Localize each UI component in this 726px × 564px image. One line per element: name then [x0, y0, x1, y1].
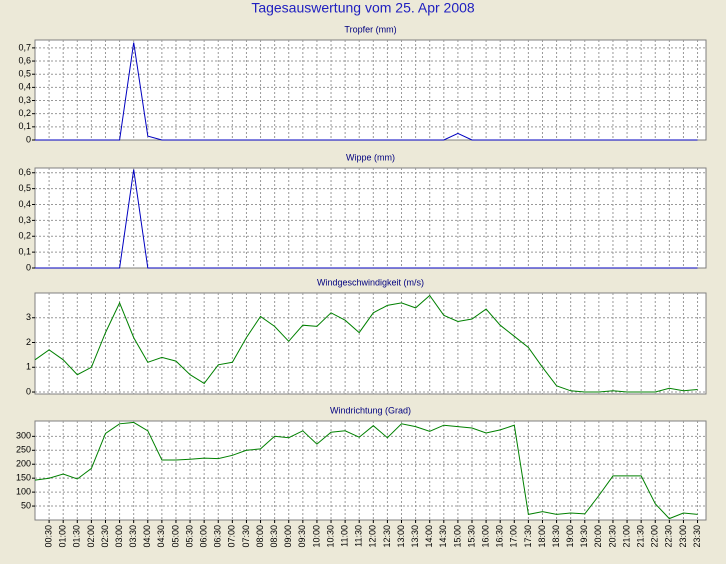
y-tick-label: 100	[16, 486, 31, 496]
y-tick-label: 1	[26, 362, 31, 372]
y-tick-label: 0	[26, 386, 31, 396]
y-tick-label: 0	[26, 262, 31, 272]
data-line	[35, 169, 698, 269]
y-tick-label: 3	[26, 312, 31, 322]
x-tick-label: 21:30	[636, 525, 646, 548]
x-tick-label: 08:30	[269, 525, 279, 548]
y-tick-label: 150	[16, 473, 31, 483]
y-tick-label: 0	[26, 134, 31, 144]
x-tick-label: 06:30	[213, 525, 223, 548]
x-tick-label: 04:30	[156, 525, 166, 548]
x-tick-label: 13:00	[396, 525, 406, 548]
x-tick-label: 16:30	[495, 525, 505, 548]
x-tick-label: 15:00	[452, 525, 462, 548]
x-tick-label: 03:30	[128, 525, 138, 548]
page-title: Tagesauswertung vom 25. Apr 2008	[251, 0, 475, 16]
x-tick-label: 20:30	[607, 525, 617, 548]
y-tick-label: 0,2	[18, 231, 31, 241]
y-tick-label: 300	[16, 431, 31, 441]
x-tick-label: 11:30	[354, 525, 364, 547]
x-tick-label: 15:30	[466, 525, 476, 548]
x-tick-label: 06:00	[199, 525, 209, 548]
x-tick-label: 20:00	[593, 525, 603, 548]
x-tick-label: 09:00	[283, 525, 293, 548]
x-tick-label: 16:00	[480, 525, 490, 548]
x-tick-label: 23:00	[678, 525, 688, 548]
y-tick-label: 0,5	[18, 183, 31, 193]
data-line	[35, 42, 698, 141]
y-tick-label: 0,3	[18, 215, 31, 225]
x-tick-label: 23:30	[692, 525, 702, 548]
y-tick-label: 0,3	[18, 95, 31, 105]
x-tick-label: 14:30	[438, 525, 448, 548]
x-tick-label: 17:30	[523, 525, 533, 548]
y-tick-label: 50	[21, 500, 31, 510]
y-tick-label: 200	[16, 459, 31, 469]
x-tick-label: 03:00	[114, 525, 124, 548]
x-tick-label: 19:30	[579, 525, 589, 548]
chart-title: Windgeschwindigkeit (m/s)	[317, 277, 424, 287]
x-tick-label: 18:30	[551, 525, 561, 548]
x-tick-label: 22:00	[650, 525, 660, 548]
chart-title: Windrichtung (Grad)	[330, 405, 411, 415]
x-tick-label: 08:00	[255, 525, 265, 548]
y-tick-label: 0,1	[18, 247, 31, 257]
data-line	[34, 421, 698, 520]
x-tick-label: 05:00	[170, 525, 180, 548]
x-tick-label: 02:00	[86, 525, 96, 548]
x-tick-label: 11:00	[340, 525, 350, 547]
y-tick-label: 0,5	[18, 69, 31, 79]
y-tick-label: 0,1	[18, 121, 31, 131]
plot-area	[34, 292, 707, 395]
x-tick-label: 17:00	[509, 525, 519, 548]
x-tick-label: 18:00	[537, 525, 547, 548]
y-tick-label: 2	[26, 337, 31, 347]
x-tick-label: 01:30	[72, 525, 82, 548]
x-tick-label: 19:00	[565, 525, 575, 548]
x-tick-label: 09:30	[297, 525, 307, 548]
y-tick-label: 0,6	[18, 55, 31, 65]
y-tick-label: 0,6	[18, 167, 31, 177]
plot-area	[34, 39, 707, 141]
x-tick-label: 14:00	[424, 525, 434, 548]
y-tick-label: 0,4	[18, 199, 31, 209]
plot-area	[34, 420, 707, 521]
x-tick-label: 04:00	[142, 525, 152, 548]
x-tick-label: 00:30	[43, 525, 53, 548]
x-tick-label: 12:30	[382, 525, 392, 548]
x-tick-label: 22:30	[664, 525, 674, 548]
x-tick-label: 10:30	[325, 525, 335, 548]
x-tick-label: 05:30	[184, 525, 194, 548]
y-tick-label: 0,7	[18, 42, 31, 52]
chart-title: Tropfer (mm)	[344, 24, 396, 34]
x-tick-label: 07:00	[227, 525, 237, 548]
x-tick-label: 01:00	[58, 525, 68, 548]
x-tick-label: 21:00	[621, 525, 631, 548]
y-tick-label: 0,4	[18, 82, 31, 92]
x-tick-label: 07:30	[241, 525, 251, 548]
y-tick-label: 0,2	[18, 108, 31, 118]
chart-title: Wippe (mm)	[346, 152, 395, 162]
x-tick-label: 10:00	[311, 525, 321, 548]
x-tick-label: 12:00	[368, 525, 378, 548]
y-tick-label: 250	[16, 445, 31, 455]
x-tick-label: 13:30	[410, 525, 420, 548]
data-line	[34, 294, 698, 393]
plot-area	[34, 167, 707, 269]
x-tick-label: 02:30	[100, 525, 110, 548]
